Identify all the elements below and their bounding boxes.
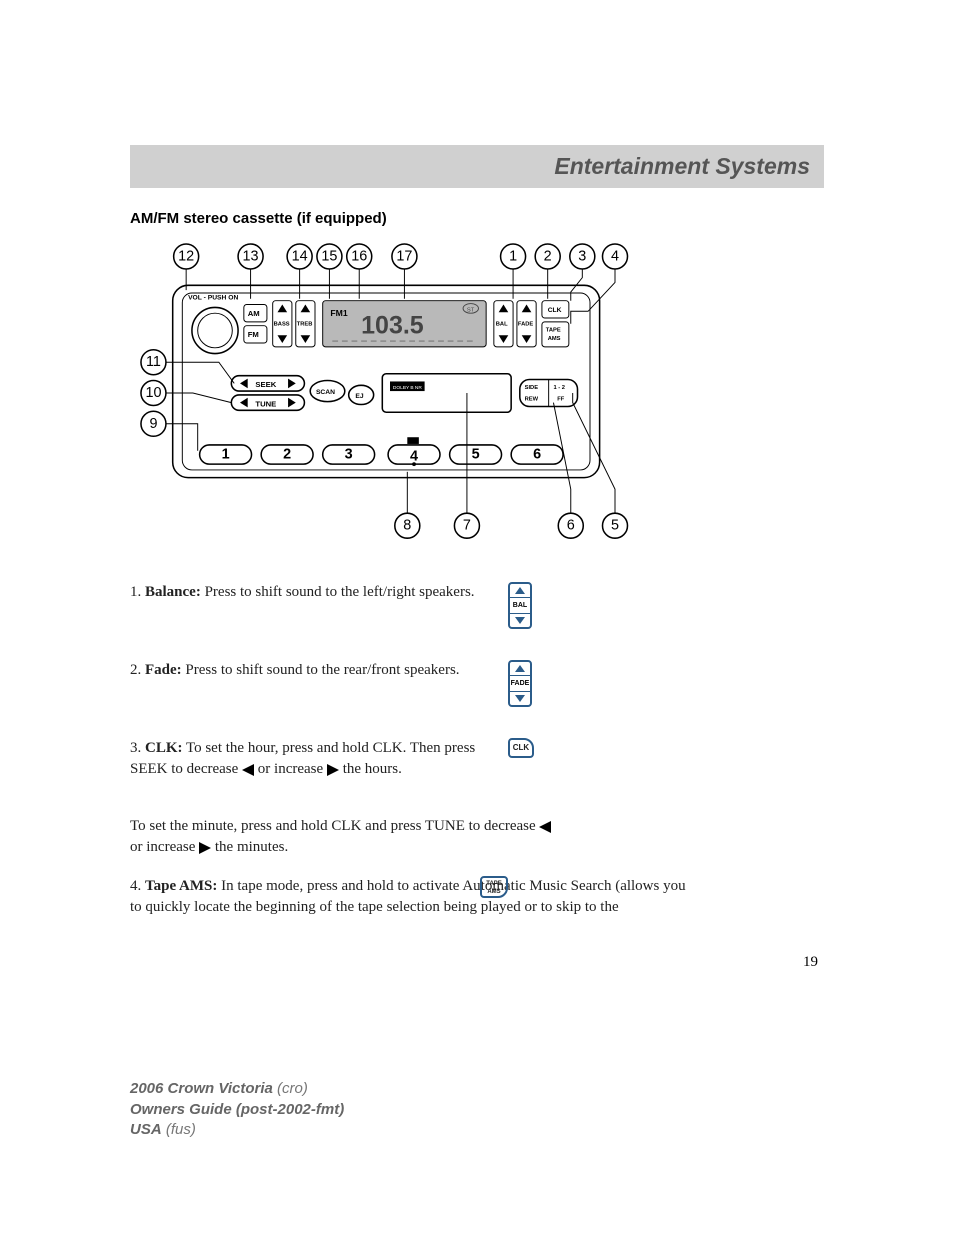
item-term: Balance:: [145, 584, 201, 600]
left-arrow-icon: [539, 821, 551, 833]
svg-text:SIDE: SIDE: [525, 385, 539, 391]
svg-text:15: 15: [321, 248, 337, 264]
svg-text:12: 12: [178, 248, 194, 264]
svg-text:AMS: AMS: [548, 336, 561, 342]
item-fade: 2. Fade: Press to shift sound to the rea…: [130, 660, 824, 720]
item-clk: 3. CLK: To set the hour, press and hold …: [130, 738, 824, 798]
item-term: CLK:: [145, 740, 183, 756]
svg-text:SEEK: SEEK: [255, 380, 276, 389]
footer: 2006 Crown Victoria (cro) Owners Guide (…: [130, 1079, 344, 1140]
svg-text:SCAN: SCAN: [316, 389, 335, 396]
item-num: 3: [130, 740, 138, 756]
body-text: 1. Balance: Press to shift sound to the …: [130, 582, 824, 936]
left-arrow-icon: [242, 764, 254, 776]
item-balance: 1. Balance: Press to shift sound to the …: [130, 582, 824, 642]
svg-text:TUNE: TUNE: [255, 399, 276, 408]
bass-rocker: BASS: [273, 301, 292, 347]
svg-text:14: 14: [292, 248, 308, 264]
svg-text:FADE: FADE: [518, 322, 533, 328]
radio-diagram: .ln{stroke:#000;stroke-width:1.6;fill:no…: [140, 239, 824, 552]
tape-ams-btn-icon: TAPEAMS: [480, 876, 508, 898]
svg-text:CLK: CLK: [548, 307, 562, 314]
clk-btn-icon: CLK: [508, 738, 534, 758]
right-arrow-icon: [327, 764, 339, 776]
section-title: AM/FM stereo cassette (if equipped): [130, 210, 824, 227]
svg-text:3: 3: [578, 248, 586, 264]
item-desc: Press to shift sound to the rear/front s…: [182, 662, 460, 678]
svg-text:17: 17: [396, 248, 412, 264]
svg-text:1: 1: [222, 447, 230, 463]
svg-text:4: 4: [410, 448, 418, 464]
svg-text:1 - 2: 1 - 2: [553, 385, 565, 391]
svg-text:6: 6: [567, 518, 575, 534]
item-desc: Press to shift sound to the left/right s…: [201, 584, 475, 600]
item-tape-ams: 4. Tape AMS: In tape mode, press and hol…: [130, 876, 824, 936]
presets: 1 2 3 4 5 6: [200, 437, 563, 466]
header-title: Entertainment Systems: [554, 153, 810, 179]
svg-text:9: 9: [149, 416, 157, 432]
svg-text:AM: AM: [248, 309, 260, 318]
svg-text:7: 7: [463, 518, 471, 534]
svg-text:2: 2: [544, 248, 552, 264]
right-arrow-icon: [199, 842, 211, 854]
svg-text:TREB: TREB: [297, 322, 313, 328]
svg-text:4: 4: [611, 248, 619, 264]
svg-text:13: 13: [243, 248, 259, 264]
svg-text:8: 8: [403, 518, 411, 534]
svg-text:10: 10: [145, 385, 161, 401]
svg-text:FM: FM: [248, 330, 259, 339]
svg-text:5: 5: [611, 518, 619, 534]
svg-text:DOLBY B NR: DOLBY B NR: [393, 385, 423, 391]
svg-text:FF: FF: [557, 397, 565, 403]
svg-text:BASS: BASS: [274, 322, 290, 328]
item-term: Tape AMS:: [145, 878, 217, 894]
svg-text:EJ: EJ: [355, 393, 363, 400]
radio-svg: .ln{stroke:#000;stroke-width:1.6;fill:no…: [140, 239, 640, 547]
svg-text:BAL: BAL: [496, 322, 508, 328]
svg-text:16: 16: [351, 248, 367, 264]
item-num: 4: [130, 878, 138, 894]
treb-rocker: TREB: [296, 301, 315, 347]
header-bar: Entertainment Systems: [130, 145, 824, 188]
svg-text:103.5: 103.5: [361, 311, 424, 339]
page-number: 19: [130, 954, 824, 971]
svg-text:5: 5: [472, 447, 480, 463]
svg-text:6: 6: [533, 447, 541, 463]
svg-text:FM1: FM1: [330, 308, 347, 318]
svg-text:11: 11: [146, 354, 161, 370]
item-num: 1: [130, 584, 138, 600]
item-num: 2: [130, 662, 138, 678]
item-term: Fade:: [145, 662, 182, 678]
svg-text:1: 1: [509, 248, 517, 264]
svg-text:REW: REW: [525, 397, 539, 403]
svg-text:VOL - PUSH ON: VOL - PUSH ON: [188, 295, 238, 302]
svg-text:TAPE: TAPE: [546, 327, 561, 333]
fade-rocker-icon: FADE: [508, 660, 532, 707]
callouts-top: 12 13 14 15 16 17 1 2 3 4: [174, 244, 628, 269]
svg-text:2: 2: [283, 447, 291, 463]
item-clk-minute: To set the minute, press and hold CLK an…: [130, 816, 824, 858]
bal-rocker-icon: BAL: [508, 582, 532, 629]
svg-text:3: 3: [345, 447, 353, 463]
svg-text:ST: ST: [467, 307, 475, 313]
page: Entertainment Systems AM/FM stereo casse…: [0, 0, 954, 1011]
